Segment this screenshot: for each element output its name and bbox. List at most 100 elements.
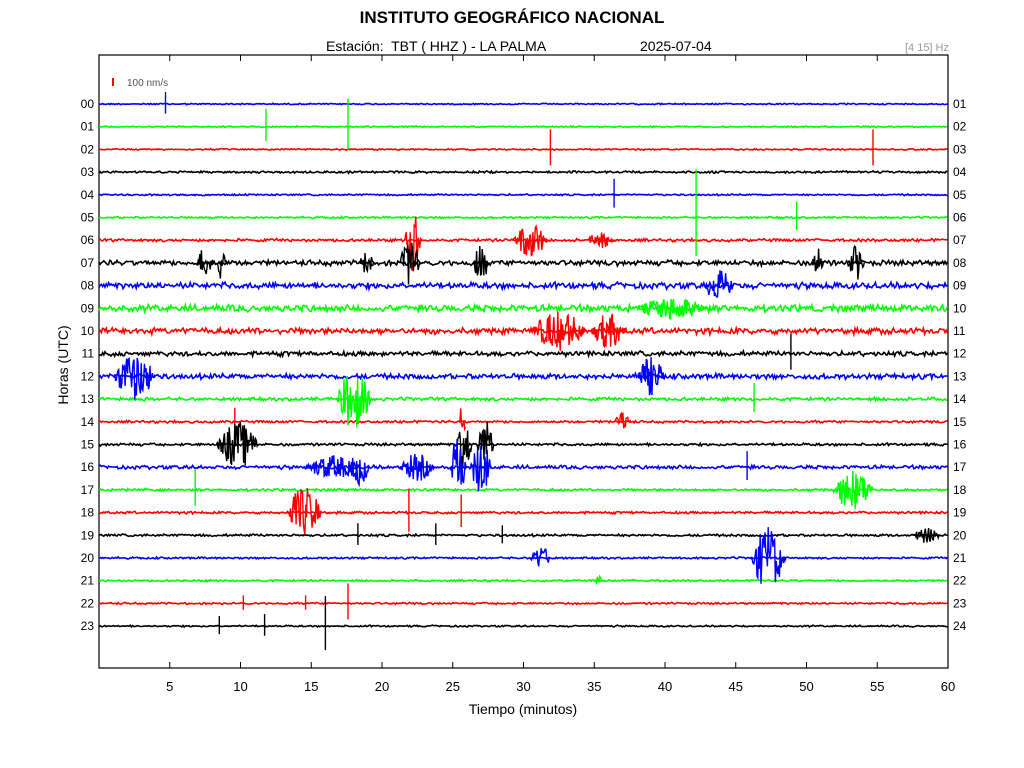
event-burst (285, 487, 323, 535)
event-burst (469, 445, 492, 492)
trace-hour-15 (98, 441, 948, 448)
trace-hour-19 (98, 532, 948, 538)
event-burst (750, 527, 787, 584)
x-tick-label: 35 (587, 679, 601, 694)
trace-hour-08 (98, 279, 948, 292)
x-tick-label: 30 (516, 679, 530, 694)
event-burst (359, 253, 374, 274)
hour-label-right: 22 (953, 574, 967, 588)
trace-hour-18 (98, 510, 948, 516)
hour-label-right: 06 (953, 211, 967, 225)
event-burst (399, 242, 421, 285)
trace-hour-16 (98, 463, 948, 471)
event-burst (215, 421, 260, 466)
hour-label-right: 05 (953, 188, 967, 202)
labels-group: 00 01 01 02 02 03 03 04 04 05 05 06 06 07 07 08 08 09 09 10… (81, 55, 967, 694)
event-burst (112, 357, 157, 400)
event-burst (348, 457, 371, 488)
x-tick-label: 10 (233, 679, 247, 694)
hour-label-left: 18 (81, 506, 95, 520)
trace-hour-17 (98, 487, 948, 493)
hour-label-right: 23 (953, 596, 967, 610)
event-burst (594, 574, 602, 585)
hour-label-right: 02 (953, 120, 967, 134)
hour-label-left: 15 (81, 438, 95, 452)
scale-label: 100 nm/s (127, 78, 168, 89)
event-burst (636, 357, 666, 396)
x-tick-label: 5 (166, 679, 173, 694)
hour-label-left: 12 (81, 369, 95, 383)
trace-hour-23 (98, 623, 948, 629)
event-burst (458, 408, 467, 432)
scale-bar (112, 78, 114, 86)
trace-hour-09 (98, 301, 949, 315)
hour-label-left: 17 (81, 483, 95, 497)
trace-hour-05 (98, 215, 948, 220)
x-tick-label: 55 (870, 679, 884, 694)
event-burst (476, 421, 495, 460)
hour-label-left: 11 (82, 347, 95, 361)
event-burst (399, 453, 436, 481)
chart-title: INSTITUTO GEOGRÁFICO NACIONAL (359, 8, 665, 27)
x-tick-label: 50 (799, 679, 813, 694)
hour-label-right: 07 (953, 233, 967, 247)
hour-label-left: 16 (81, 460, 95, 474)
event-burst (590, 313, 627, 349)
event-burst (586, 232, 616, 249)
event-burst (215, 252, 228, 279)
hour-label-left: 09 (81, 301, 95, 315)
hour-label-left: 13 (81, 392, 95, 406)
hour-label-right: 21 (953, 551, 967, 565)
event-burst (831, 470, 875, 510)
hour-label-left: 19 (81, 528, 95, 542)
event-burst (530, 311, 588, 351)
trace-hour-07 (98, 257, 949, 269)
x-tick-label: 25 (446, 679, 460, 694)
trace-hour-13 (98, 395, 948, 403)
hour-label-left: 05 (81, 211, 95, 225)
event-burst (335, 375, 372, 428)
hour-label-left: 04 (81, 188, 95, 202)
event-burst (613, 411, 632, 429)
hour-label-right: 08 (953, 256, 967, 270)
hour-label-right: 16 (953, 438, 967, 452)
hour-label-right: 13 (953, 369, 967, 383)
hour-label-left: 10 (81, 324, 95, 338)
hour-label-right: 12 (953, 347, 967, 361)
x-tick-label: 20 (375, 679, 389, 694)
hour-label-right: 17 (953, 460, 967, 474)
hour-label-right: 14 (953, 392, 967, 406)
hour-label-left: 01 (81, 120, 95, 134)
event-burst (512, 224, 549, 257)
hour-label-left: 21 (81, 574, 95, 588)
trace-hour-03 (98, 169, 948, 175)
plot-frame (98, 54, 949, 669)
event-burst (846, 244, 865, 280)
hour-label-left: 23 (81, 619, 95, 633)
hour-label-right: 19 (953, 506, 967, 520)
x-axis-label: Tiempo (minutos) (469, 701, 577, 717)
hour-label-left: 08 (81, 279, 95, 293)
x-tick-label: 45 (729, 679, 743, 694)
x-tick-label: 15 (304, 679, 318, 694)
hour-label-right: 18 (953, 483, 967, 497)
trace-hour-10 (98, 325, 949, 338)
event-burst (811, 248, 825, 272)
trace-hour-12 (98, 371, 948, 382)
trace-hour-21 (98, 578, 948, 584)
hour-label-left: 02 (81, 142, 95, 156)
hour-label-right: 24 (953, 619, 967, 633)
event-burst (636, 298, 708, 320)
hour-label-left: 06 (81, 233, 95, 247)
y-axis-label: Horas (UTC) (55, 325, 71, 404)
event-burst (529, 548, 551, 567)
event-burst (195, 250, 215, 275)
hour-label-right: 10 (953, 301, 967, 315)
hour-label-right: 15 (953, 415, 967, 429)
hour-label-left: 03 (81, 165, 95, 179)
events-group (112, 92, 941, 651)
traces-group (98, 102, 949, 629)
event-burst (702, 270, 735, 298)
trace-hour-22 (98, 601, 948, 606)
